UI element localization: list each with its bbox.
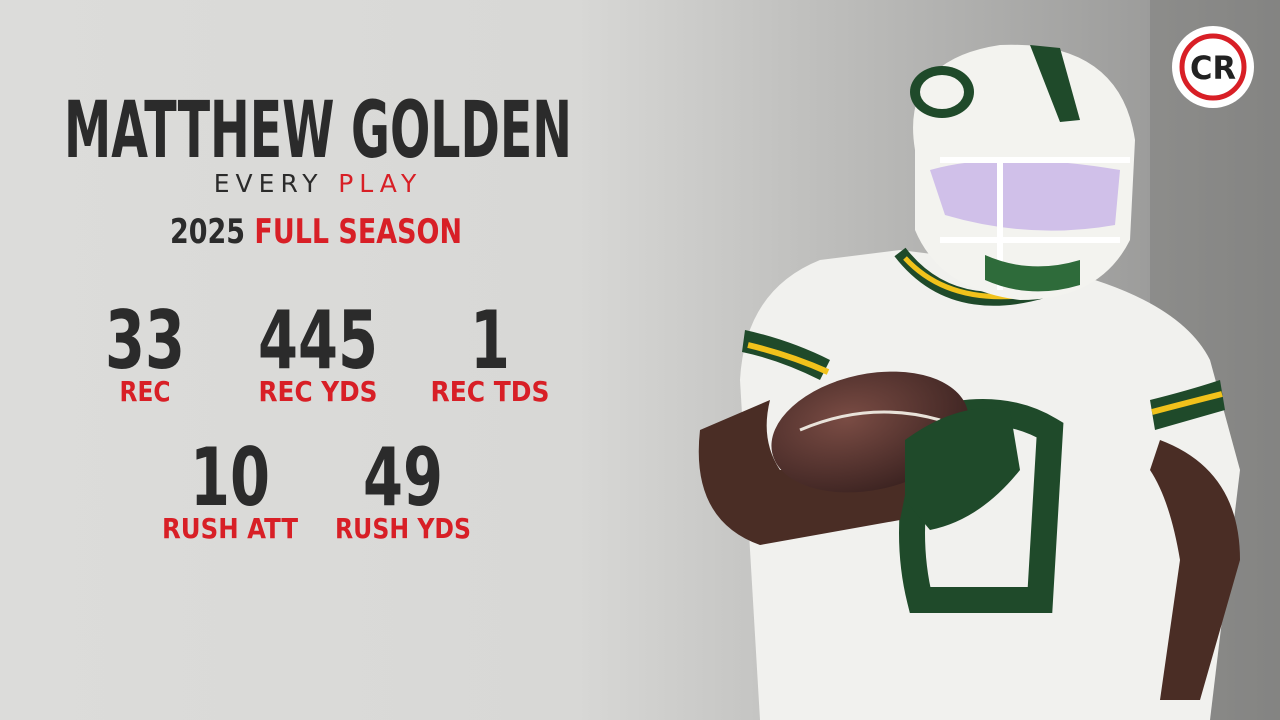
season: 2025 FULL SEASON — [170, 212, 462, 252]
stat-value: 445 — [258, 294, 378, 387]
stat-value: 1 — [470, 294, 510, 387]
stat-label: RUSH YDS — [335, 512, 471, 545]
subtitle-first: EVERY — [214, 169, 324, 198]
subtitle: EVERY PLAY — [214, 169, 422, 198]
channel-logo: CR — [1172, 26, 1254, 108]
stat-value: 49 — [363, 431, 443, 524]
stat-value: 33 — [105, 294, 185, 387]
title: MATTHEW GOLDEN — [64, 86, 572, 176]
stat-label: REC YDS — [259, 375, 378, 408]
subtitle-second: PLAY — [338, 169, 422, 198]
player-photo — [698, 44, 1240, 720]
stat-value: 10 — [190, 431, 270, 524]
stat-label: RUSH ATT — [162, 512, 298, 545]
stat-label: REC TDS — [431, 375, 550, 408]
logo-text: CR — [1190, 49, 1236, 87]
stat-label: REC — [120, 375, 171, 408]
season-year: 2025 — [170, 212, 245, 252]
season-label: FULL SEASON — [254, 212, 462, 252]
